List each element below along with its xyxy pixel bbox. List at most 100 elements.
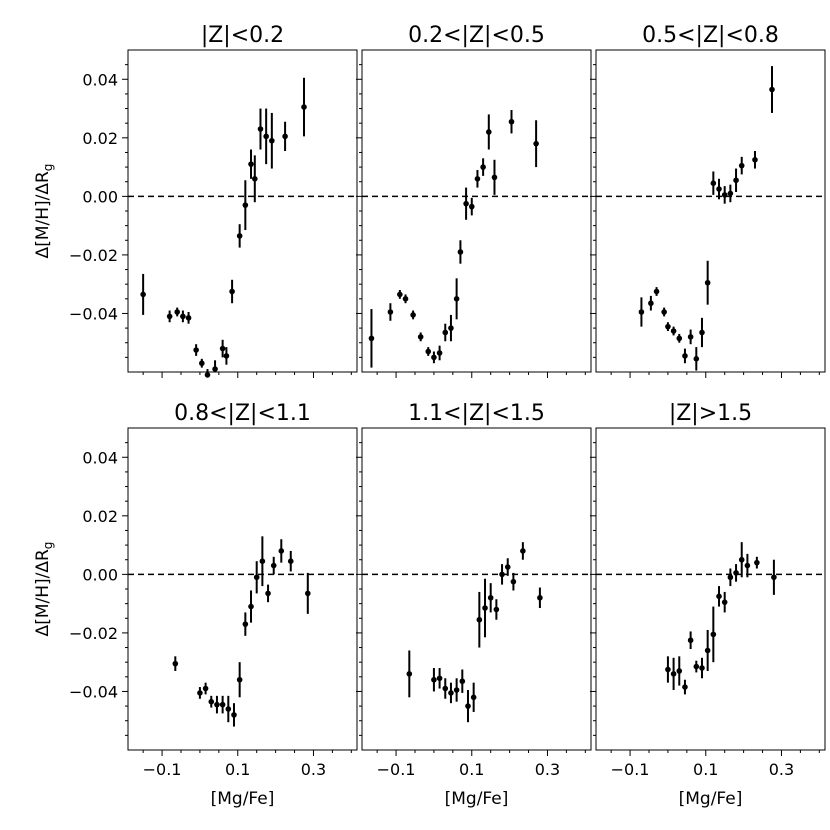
data-point [463,200,469,207]
panel-title: 0.5<|Z|<0.8 [642,23,779,48]
data-point [752,156,758,163]
data-point [248,603,254,610]
data-point [682,684,688,690]
x-tick-label: −0.1 [611,760,650,779]
data-point [172,660,179,667]
data-point [185,315,192,321]
x-tick-label: 0.1 [693,760,718,779]
y-tick-label: 0.04 [82,70,118,89]
panel-1: |Z|<0.2 −0.04 −0.02 0.00 0.02 0.04 [69,23,358,378]
data-point [269,137,275,144]
data-point [682,353,688,359]
x-tick-label: 0.3 [535,760,560,779]
data-point [537,594,543,601]
plot-frame [361,49,592,373]
data-point [665,323,671,330]
data-point [448,325,454,331]
data-point [457,249,464,255]
data-point [248,161,254,167]
data-point [733,177,739,184]
data-point [721,599,728,605]
data-point [174,309,181,315]
data-point [197,690,203,696]
data-point [259,558,266,564]
y-tick-label: −0.04 [69,682,118,701]
data-point [510,578,517,585]
data-point [687,334,694,340]
plot-frame [361,427,592,751]
data-point [468,203,475,210]
data-point [499,571,505,578]
data-point [202,685,209,692]
y-tick-label: −0.04 [69,304,118,323]
data-point [670,671,677,677]
data-point [487,594,494,601]
data-point [638,309,645,315]
data-point [140,291,146,298]
data-point [504,564,511,570]
data-point [453,296,460,302]
data-point [166,313,173,320]
data-point [199,360,205,367]
data-point [687,637,694,644]
data-point [242,202,249,208]
plot-frame [127,427,358,751]
data-point [453,687,460,693]
data-point [491,174,498,181]
data-point [465,703,471,709]
x-axis-label: [Mg/Fe] [679,789,743,809]
y-axis-label-1: Δ[M/H]/ΔRg [33,164,55,259]
y-tick-label: 0.02 [82,129,118,148]
data-point [270,562,277,569]
y-tick-label: −0.02 [69,246,118,265]
data-point [520,548,526,554]
data-point [406,671,413,677]
data-point [263,133,269,140]
y-tick-label: −0.02 [69,624,118,643]
plot-frame [595,49,826,373]
data-point [242,621,249,627]
data-point [653,288,660,295]
data-point [693,663,700,670]
data-point [486,129,492,135]
data-point [204,372,211,378]
data-point [754,559,760,566]
data-point [265,590,271,597]
x-tick-label: 0.3 [769,760,794,779]
data-point [212,366,218,372]
y-tick-label: 0.04 [82,448,118,467]
data-point [474,176,481,182]
data-point [431,676,437,683]
data-point [387,309,394,315]
data-point [670,328,677,334]
data-point [448,690,454,696]
data-point [676,335,683,342]
data-point [721,192,728,198]
y-tick-label: 0.00 [82,565,118,584]
panel-3: 0.5<|Z|<0.8 [590,23,826,378]
y-tick-label: 0.02 [82,507,118,526]
x-tick-label: 0.3 [301,760,326,779]
data-point [716,186,722,192]
data-point [236,233,243,239]
data-point [208,698,215,705]
data-point [693,356,700,362]
data-point [219,345,226,352]
data-point [436,350,443,356]
data-point [476,616,483,623]
x-tick-label: 0.1 [225,760,250,779]
data-point [769,86,775,93]
data-point [180,313,186,320]
x-axis-label: [Mg/Fe] [211,789,275,809]
x-tick-label: −0.1 [377,760,416,779]
data-point [744,562,751,569]
data-point [480,164,486,170]
x-axis-label: [Mg/Fe] [445,789,509,809]
panel-title: 0.8<|Z|<1.1 [174,401,311,426]
data-point [676,668,683,674]
data-point [223,353,230,359]
data-point [710,180,717,186]
data-point [257,126,264,132]
data-point [287,558,294,564]
panel-2: 0.2<|Z|<0.5 [356,23,592,378]
